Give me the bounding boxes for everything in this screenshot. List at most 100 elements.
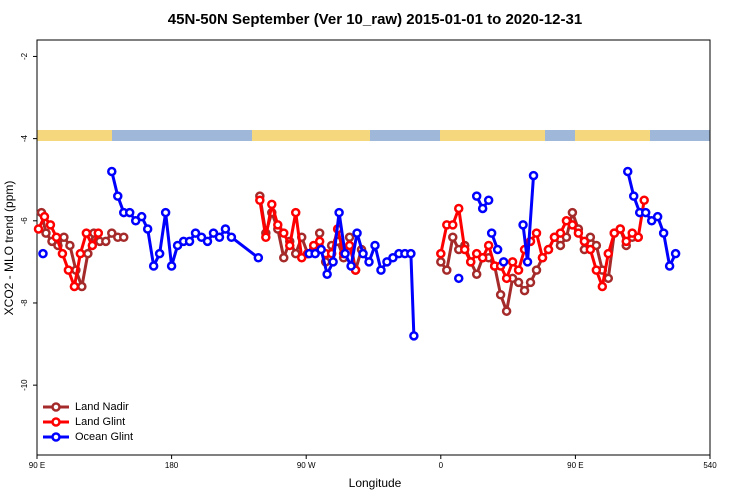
data-point [59, 232, 69, 242]
data-point [561, 216, 572, 226]
x-tick-label: 90 E [29, 461, 45, 470]
data-point [296, 253, 307, 263]
data-point [492, 244, 503, 255]
data-point [633, 232, 643, 242]
data-point [531, 228, 542, 238]
data-point [501, 306, 512, 316]
data-point [442, 265, 452, 275]
data-point [113, 191, 123, 201]
data-point [406, 248, 416, 259]
data-point [555, 240, 566, 251]
data-point [555, 228, 566, 238]
data-point [93, 228, 104, 238]
data-point [436, 257, 446, 267]
data-point [81, 228, 92, 238]
data-point [622, 166, 633, 177]
data-point [202, 236, 213, 247]
data-point [628, 191, 639, 201]
data-point [344, 240, 355, 251]
legend-label: Land Glint [75, 416, 125, 428]
data-point [255, 195, 265, 205]
y-tick-label: -4 [20, 135, 29, 143]
data-point [585, 244, 596, 255]
data-point [646, 216, 657, 226]
data-point [279, 253, 289, 263]
data-point [483, 240, 494, 251]
map-strip [37, 130, 710, 141]
x-tick-label: 90 W [297, 461, 316, 470]
data-point [208, 228, 219, 238]
data-point [57, 248, 68, 259]
data-point [477, 203, 488, 214]
data-point [118, 232, 129, 242]
data-point [344, 232, 355, 242]
data-point [453, 203, 464, 214]
ocean-strip [37, 130, 710, 141]
data-point [322, 269, 332, 279]
data-point [214, 232, 225, 242]
data-point [597, 281, 608, 292]
data-point [567, 207, 578, 218]
data-point [465, 257, 476, 267]
y-axis-label: XCO2 - MLO trend (ppm) [2, 181, 16, 316]
data-point [537, 253, 548, 263]
data-point [328, 257, 338, 267]
land-strip [440, 130, 545, 141]
data-point [528, 170, 539, 181]
data-point [136, 211, 147, 222]
data-point [340, 248, 350, 259]
data-point [658, 228, 669, 238]
data-point [261, 232, 271, 242]
data-point [45, 220, 56, 230]
data-point [316, 244, 326, 255]
data-point [184, 236, 195, 247]
data-point [226, 232, 237, 242]
data-point [75, 248, 86, 259]
data-point [518, 220, 528, 230]
data-point [448, 220, 458, 230]
data-point [471, 191, 482, 201]
legend: Land Nadir Land Glint Ocean Glint [43, 401, 133, 443]
y-tick-label: -6 [20, 217, 29, 225]
data-point [33, 224, 44, 234]
data-point [471, 248, 482, 259]
data-point [273, 220, 283, 230]
data-point [69, 281, 80, 292]
x-axis-label: Longitude [349, 476, 402, 490]
data-point [364, 257, 374, 267]
data-point [603, 248, 614, 259]
data-point [142, 224, 153, 234]
data-point [376, 265, 386, 275]
data-point [507, 257, 518, 267]
land-strip [37, 130, 112, 141]
data-point [65, 240, 75, 251]
data-point [513, 265, 524, 275]
data-point [38, 248, 48, 259]
data-point [543, 244, 554, 255]
data-point [486, 228, 497, 238]
data-point [670, 248, 681, 259]
y-tick-label: -2 [20, 52, 29, 60]
data-point [652, 211, 663, 222]
data-point [453, 273, 464, 284]
data-point [107, 166, 117, 177]
data-point [627, 228, 637, 238]
data-point [573, 228, 584, 238]
data-point [310, 248, 320, 259]
legend-label: Ocean Glint [75, 431, 133, 443]
data-point [196, 232, 207, 242]
x-tick-label: 540 [703, 461, 717, 470]
data-point [522, 257, 533, 267]
data-point [471, 269, 482, 279]
x-tick-label: 180 [165, 461, 179, 470]
data-point [284, 240, 295, 251]
data-point [314, 236, 325, 247]
data-point [382, 257, 392, 267]
data-point [609, 228, 620, 238]
data-point [639, 195, 649, 205]
data-point [388, 253, 398, 263]
data-point [124, 207, 135, 218]
data-point [41, 228, 51, 238]
data-point [591, 240, 602, 251]
